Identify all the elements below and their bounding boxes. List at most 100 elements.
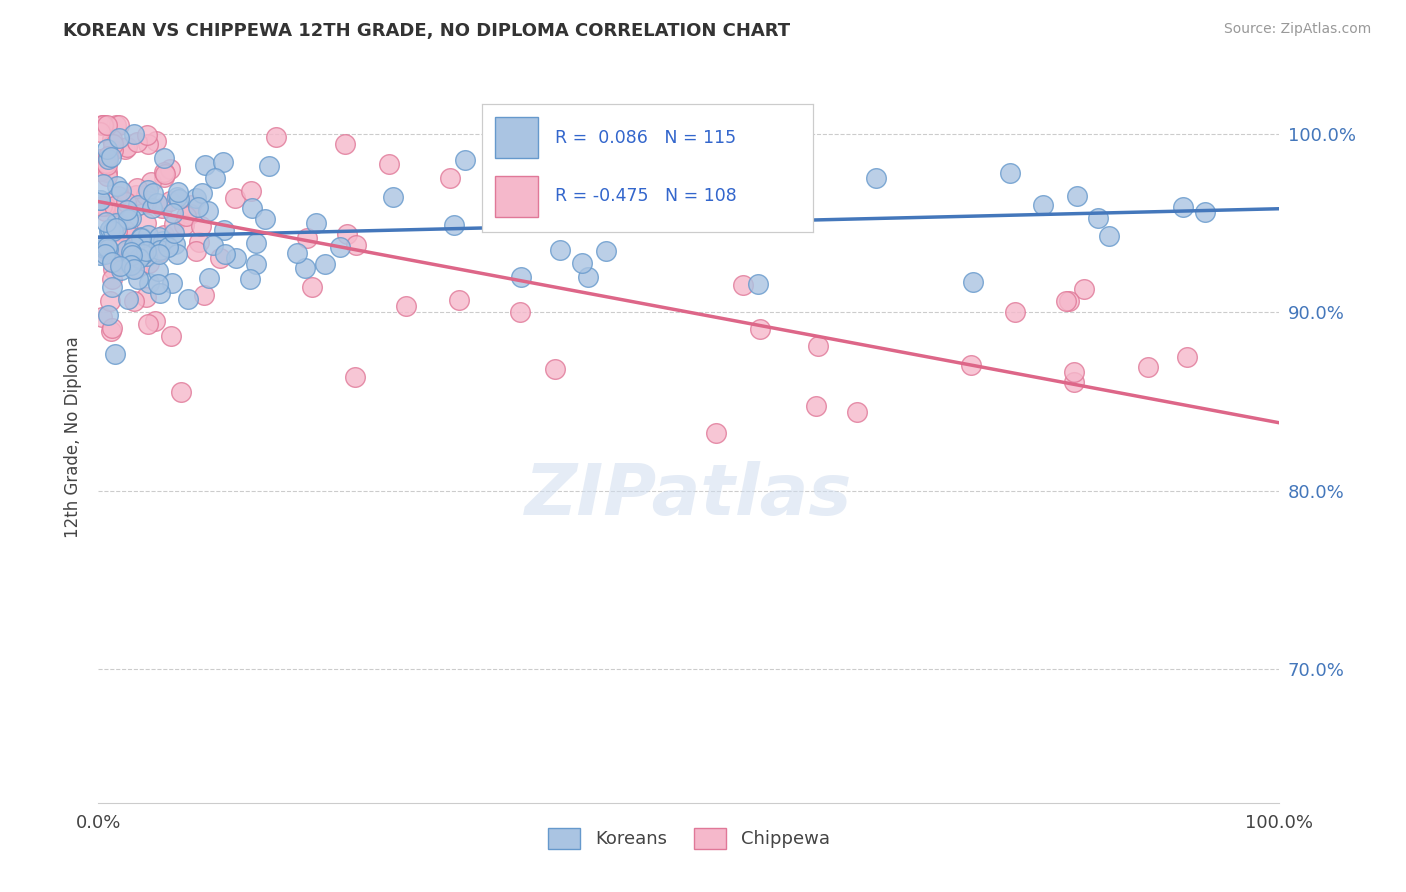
- Point: [1004, 305, 1026, 319]
- Point: [194, 158, 217, 172]
- Point: [152, 234, 174, 248]
- Point: [294, 260, 316, 275]
- Point: [170, 385, 193, 400]
- Point: [89, 193, 111, 207]
- Point: [382, 190, 405, 204]
- Point: [1059, 293, 1081, 308]
- Point: [135, 244, 157, 258]
- Point: [1137, 359, 1160, 374]
- Point: [89, 163, 111, 178]
- Point: [117, 244, 139, 258]
- Text: KOREAN VS CHIPPEWA 12TH GRADE, NO DIPLOMA CORRELATION CHART: KOREAN VS CHIPPEWA 12TH GRADE, NO DIPLOM…: [63, 22, 790, 40]
- Point: [149, 243, 172, 257]
- Point: [94, 200, 117, 214]
- Point: [166, 185, 188, 199]
- Point: [107, 189, 129, 203]
- Point: [93, 118, 115, 132]
- Point: [100, 280, 122, 294]
- Point: [149, 286, 172, 301]
- Point: [103, 199, 125, 213]
- Point: [91, 118, 114, 132]
- Point: [91, 177, 114, 191]
- Point: [98, 221, 121, 235]
- Point: [239, 272, 262, 286]
- Point: [124, 294, 146, 309]
- Point: [152, 151, 174, 165]
- Point: [89, 248, 111, 262]
- Point: [180, 198, 202, 212]
- Point: [101, 143, 124, 157]
- Point: [439, 170, 461, 185]
- Point: [747, 277, 769, 291]
- Point: [153, 169, 176, 184]
- Point: [1063, 365, 1085, 379]
- Point: [101, 255, 124, 269]
- Point: [245, 235, 267, 250]
- Point: [125, 261, 148, 276]
- Point: [132, 247, 155, 261]
- Point: [329, 240, 352, 254]
- Point: [105, 224, 128, 238]
- Point: [125, 188, 148, 202]
- Point: [145, 134, 167, 148]
- Point: [395, 299, 418, 313]
- Point: [114, 222, 136, 236]
- Point: [97, 149, 120, 163]
- Point: [122, 127, 145, 141]
- Point: [136, 318, 159, 332]
- Point: [285, 246, 308, 260]
- Point: [91, 118, 114, 132]
- Point: [90, 310, 112, 324]
- Point: [129, 231, 152, 245]
- Point: [336, 227, 359, 242]
- Point: [845, 405, 868, 419]
- Point: [120, 211, 142, 225]
- Point: [97, 308, 120, 322]
- Point: [110, 236, 132, 251]
- Point: [208, 251, 231, 265]
- Point: [1032, 198, 1054, 212]
- Point: [960, 358, 983, 372]
- Point: [295, 231, 318, 245]
- Point: [101, 224, 124, 238]
- Point: [124, 262, 146, 277]
- Point: [190, 219, 212, 233]
- Point: [571, 256, 593, 270]
- Point: [135, 216, 157, 230]
- Point: [153, 227, 176, 242]
- Y-axis label: 12th Grade, No Diploma: 12th Grade, No Diploma: [63, 336, 82, 538]
- Point: [120, 258, 142, 272]
- Point: [264, 130, 287, 145]
- Point: [150, 201, 173, 215]
- Point: [96, 158, 118, 172]
- Point: [100, 150, 122, 164]
- Point: [97, 152, 120, 166]
- Point: [135, 290, 157, 304]
- Point: [127, 135, 149, 149]
- Point: [100, 132, 122, 146]
- Point: [377, 157, 399, 171]
- Point: [204, 171, 226, 186]
- Point: [110, 254, 132, 268]
- Point: [96, 142, 118, 156]
- Point: [96, 165, 118, 179]
- Point: [301, 279, 323, 293]
- Point: [148, 244, 170, 259]
- Point: [135, 188, 157, 202]
- Point: [117, 292, 139, 306]
- Point: [128, 251, 150, 265]
- Point: [127, 181, 149, 195]
- Point: [136, 137, 159, 152]
- Point: [93, 204, 115, 219]
- Point: [105, 178, 128, 193]
- Point: [97, 243, 120, 257]
- Point: [118, 229, 141, 244]
- Point: [111, 207, 134, 221]
- Point: [159, 329, 181, 343]
- Point: [159, 162, 181, 177]
- Point: [245, 257, 267, 271]
- Point: [98, 224, 121, 238]
- Point: [163, 226, 186, 240]
- Point: [146, 277, 169, 292]
- Point: [114, 243, 136, 257]
